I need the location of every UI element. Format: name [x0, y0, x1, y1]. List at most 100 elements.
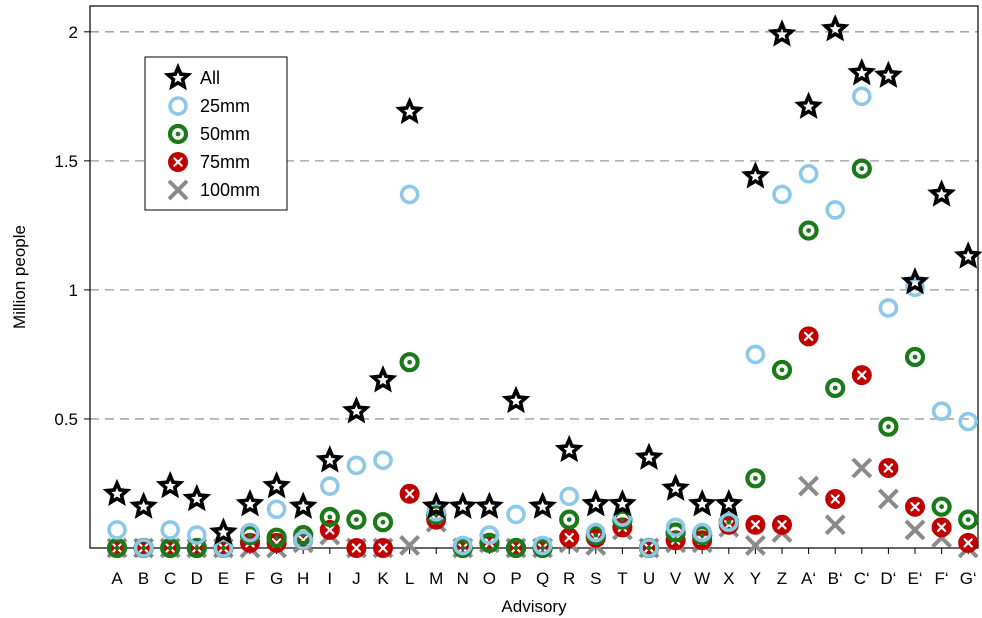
- point-All-K: [368, 365, 398, 393]
- point-All-P: [501, 385, 531, 414]
- point-25mm-G: [266, 499, 287, 520]
- x-tick-label: G: [270, 569, 283, 588]
- legend-item-100mm: 100mm: [167, 179, 260, 201]
- legend-marker: [168, 152, 188, 172]
- y-tick-label: 1.5: [54, 152, 78, 171]
- y-axis: 0.5 1 1.5 2: [54, 23, 90, 429]
- point-50mm-D‘: [878, 416, 899, 437]
- point-All-F: [235, 489, 265, 517]
- point-50mm-R: [559, 509, 580, 530]
- point-25mm-C: [160, 520, 180, 540]
- x-tick-label: K: [377, 569, 389, 588]
- point-75mm-E‘: [905, 496, 925, 517]
- x-tick-label: E: [218, 569, 229, 588]
- x-tick-label: H: [297, 569, 309, 588]
- point-25mm-W: [692, 522, 713, 543]
- x-tick-label: B‘: [828, 569, 843, 588]
- point-25mm-S: [585, 522, 606, 543]
- point-50mm-A: [106, 537, 128, 559]
- point-All-Z: [767, 19, 797, 47]
- x-axis: A B C D E F G H I J K L M N O P Q R S T U V W X Y Z A‘ B‘ C‘ D‘ E‘ F‘ G‘: [111, 548, 977, 588]
- point-25mm-A: [107, 520, 127, 540]
- x-tick-label: G‘: [960, 569, 977, 588]
- point-50mm-B‘: [825, 377, 846, 399]
- legend-label: 75mm: [200, 152, 250, 172]
- point-All-J: [342, 396, 371, 424]
- y-tick-label: 1: [69, 281, 78, 300]
- point-50mm-K: [372, 512, 394, 533]
- point-25mm-I: [319, 476, 340, 496]
- point-25mm-O: [479, 525, 500, 545]
- x-tick-label: O: [483, 569, 496, 588]
- point-25mm-D: [187, 525, 207, 545]
- point-50mm-C: [160, 537, 181, 559]
- point-75mm-F‘: [931, 517, 952, 538]
- point-25mm-B: [133, 538, 154, 558]
- legend-item-All: All: [163, 62, 220, 91]
- point-All-E: [209, 517, 238, 545]
- legend-marker: [167, 123, 189, 145]
- point-75mm-G‘: [958, 532, 979, 553]
- point-25mm-L: [399, 184, 420, 205]
- point-25mm-K: [373, 450, 393, 471]
- point-75mm-L: [399, 483, 420, 504]
- x-tick-label: Z: [777, 569, 787, 588]
- point-All-W: [687, 489, 717, 517]
- x-tick-label: S: [590, 569, 601, 588]
- point-All-F‘: [927, 179, 956, 207]
- point-25mm-V: [665, 517, 686, 538]
- point-25mm-F: [240, 522, 260, 543]
- point-All-R: [554, 434, 584, 463]
- x-tick-label: P: [510, 569, 521, 588]
- point-50mm-I: [319, 506, 340, 528]
- point-25mm-N: [452, 535, 473, 556]
- point-75mm-K: [373, 538, 393, 558]
- point-25mm-B‘: [825, 200, 846, 220]
- point-25mm-D‘: [878, 298, 899, 318]
- point-25mm-Q: [532, 535, 553, 556]
- legend-label: 50mm: [200, 124, 250, 144]
- legend-label: All: [200, 68, 220, 88]
- x-tick-label: E‘: [907, 569, 922, 588]
- x-tick-label: U: [643, 569, 655, 588]
- point-75mm-Y: [745, 514, 766, 535]
- point-25mm-J: [346, 455, 367, 476]
- point-25mm-E‘: [905, 277, 925, 298]
- x-tick-label: A‘: [801, 569, 816, 588]
- x-tick-label: R: [563, 569, 575, 588]
- point-25mm-M: [426, 502, 447, 522]
- x-tick-label: B: [138, 569, 149, 588]
- legend-marker: [163, 62, 193, 91]
- x-tick-label: C: [164, 569, 176, 588]
- point-50mm-L: [399, 352, 420, 373]
- point-100mm-D‘: [877, 488, 899, 510]
- y-axis-title: Million people: [10, 225, 29, 329]
- point-50mm-G: [266, 527, 287, 548]
- series-All: [102, 14, 982, 545]
- point-50mm-J: [346, 509, 367, 530]
- point-100mm-C‘: [851, 457, 873, 479]
- point-75mm-A‘: [798, 326, 819, 347]
- point-100mm-E‘: [904, 519, 926, 541]
- point-25mm-H: [293, 530, 314, 551]
- point-75mm-C‘: [851, 365, 872, 386]
- x-tick-label: T: [617, 569, 627, 588]
- point-100mm-A‘: [798, 475, 820, 497]
- data-points: [102, 14, 982, 559]
- point-75mm-Z: [772, 514, 792, 535]
- y-tick-label: 2: [69, 23, 78, 42]
- x-tick-label: X: [723, 569, 734, 588]
- point-25mm-G‘: [958, 411, 979, 432]
- point-All-A‘: [794, 91, 823, 119]
- point-All-G‘: [953, 241, 982, 269]
- x-tick-label: Q: [536, 569, 549, 588]
- x-tick-label: F‘: [935, 569, 949, 588]
- x-tick-label: I: [327, 569, 332, 588]
- point-All-B‘: [820, 14, 850, 42]
- point-All-G: [262, 470, 291, 499]
- x-tick-label: Y: [750, 569, 761, 588]
- point-50mm-P: [505, 537, 527, 559]
- x-tick-label: A: [111, 569, 123, 588]
- point-25mm-C‘: [851, 86, 872, 107]
